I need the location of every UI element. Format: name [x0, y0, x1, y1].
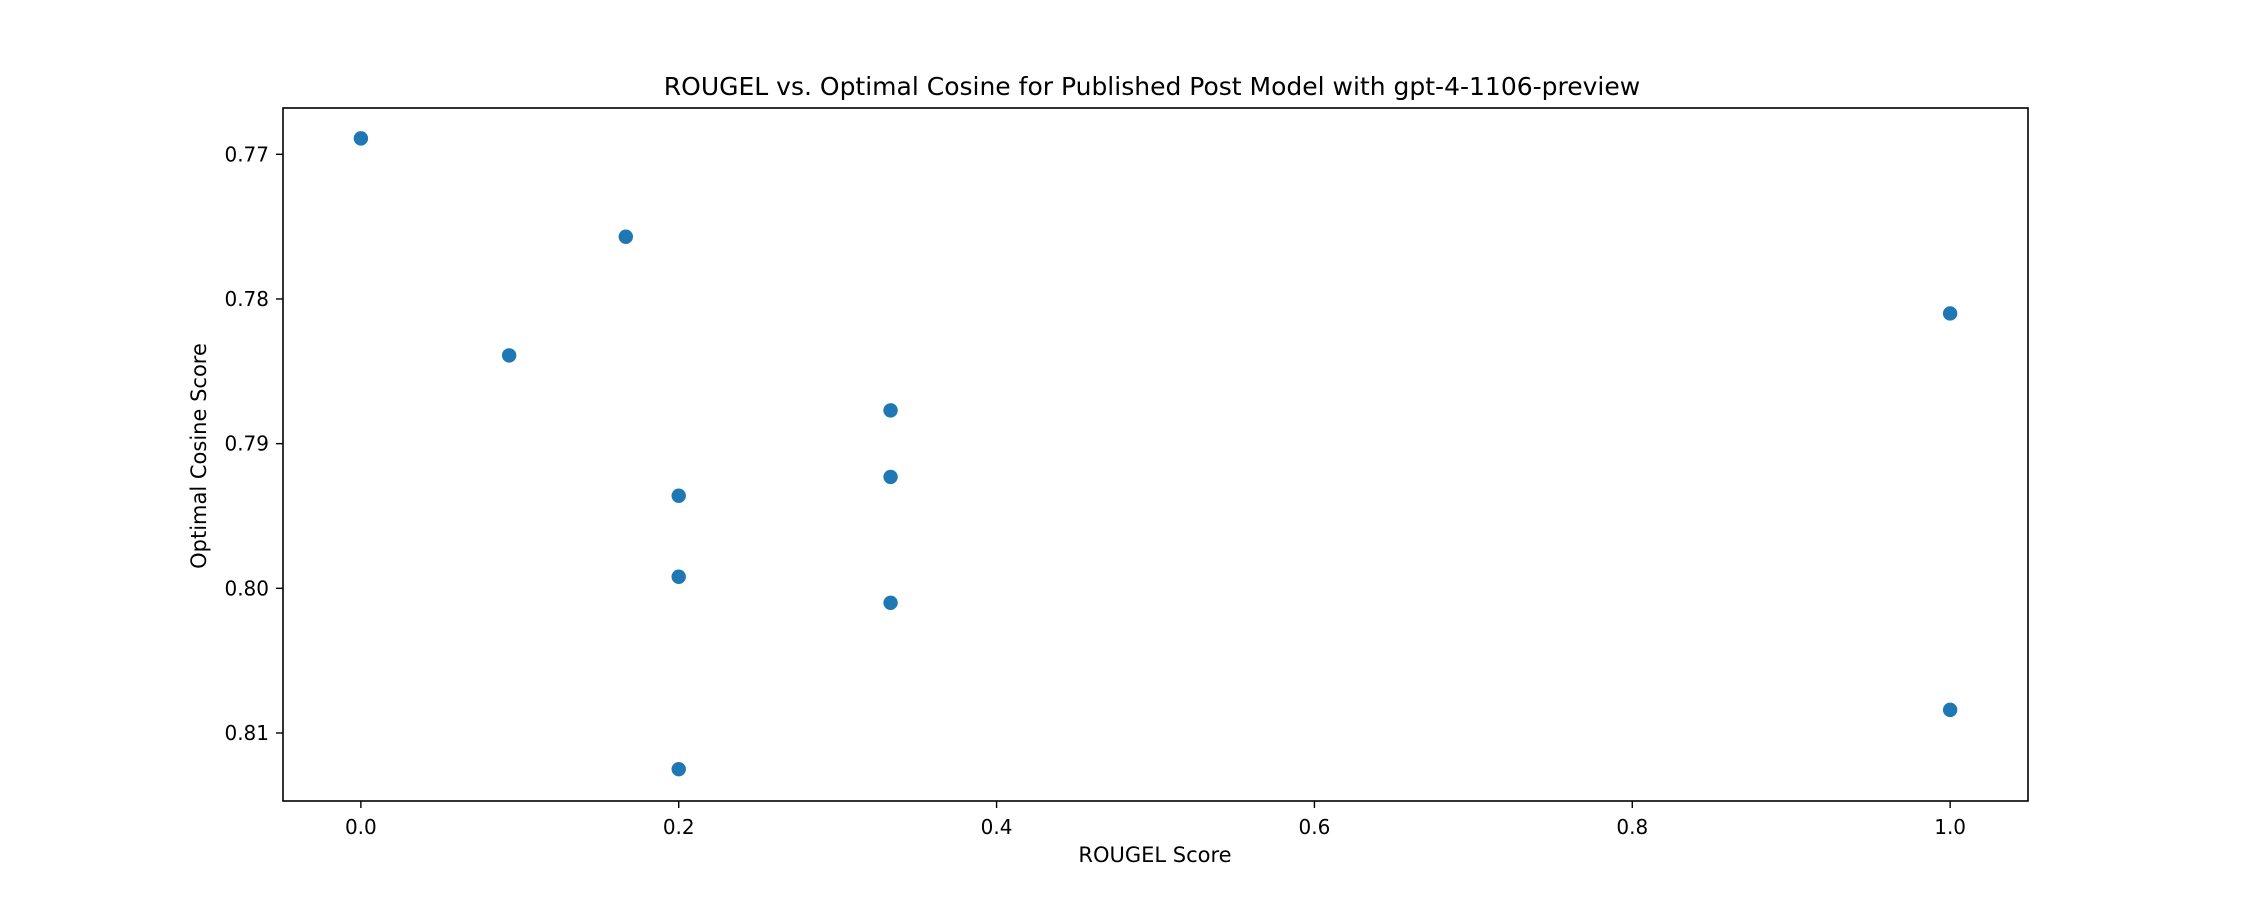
- y-tick-label: 0.79: [224, 432, 269, 456]
- x-tick-label: 0.6: [1299, 815, 1331, 839]
- y-tick-label: 0.77: [224, 142, 269, 166]
- y-axis-ticks: 0.77 0.78 0.79 0.80 0.81: [224, 142, 283, 745]
- y-tick-label: 0.81: [224, 721, 269, 745]
- y-tick-label: 0.80: [224, 576, 269, 600]
- x-tick-label: 0.0: [345, 815, 377, 839]
- x-tick-label: 0.4: [981, 815, 1013, 839]
- scatter-point: [501, 348, 517, 363]
- y-axis-label: Optimal Cosine Score: [187, 343, 211, 569]
- scatter-point: [883, 403, 898, 418]
- scatter-point: [353, 131, 369, 146]
- x-tick-label: 0.2: [663, 815, 695, 839]
- x-tick-label: 0.8: [1616, 815, 1648, 839]
- scatter-point: [618, 229, 634, 244]
- y-tick-label: 0.78: [224, 287, 269, 311]
- scatter-point: [671, 488, 686, 503]
- scatter-point: [1942, 306, 1958, 321]
- scatter-points: [353, 131, 1958, 777]
- x-axis-label: ROUGEL Score: [1078, 843, 1231, 867]
- scatter-point: [671, 569, 686, 584]
- scatter-point: [883, 595, 898, 610]
- x-tick-label: 1.0: [1934, 815, 1966, 839]
- x-axis-ticks: 0.0 0.2 0.4 0.6 0.8 1.0: [345, 801, 1966, 839]
- scatter-point: [883, 469, 898, 485]
- scatter-point: [1942, 702, 1958, 718]
- scatter-point: [671, 761, 686, 777]
- plot-frame: [282, 107, 2029, 802]
- chart-title: ROUGEL vs. Optimal Cosine for Published …: [664, 72, 1640, 101]
